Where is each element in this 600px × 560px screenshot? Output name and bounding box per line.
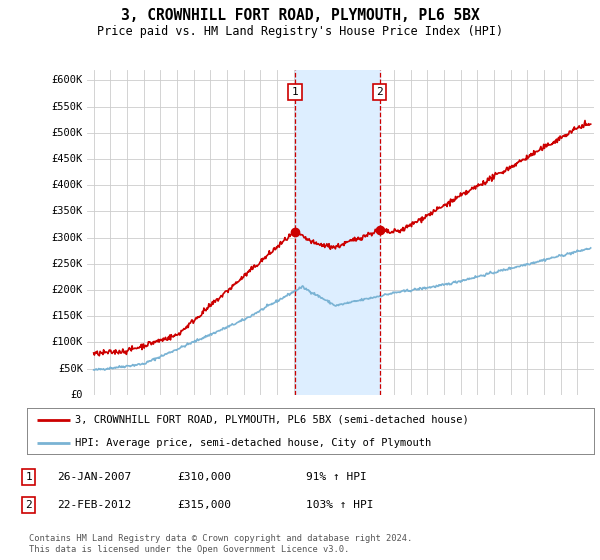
Text: £0: £0 [70,390,83,400]
Text: 2001: 2001 [185,413,194,434]
Text: Price paid vs. HM Land Registry's House Price Index (HPI): Price paid vs. HM Land Registry's House … [97,25,503,38]
Text: 2007: 2007 [285,413,294,434]
Text: 2019: 2019 [485,413,494,434]
Text: 2010: 2010 [335,413,344,434]
Text: £100K: £100K [52,338,83,347]
Text: 2014: 2014 [401,413,410,434]
Text: 2013: 2013 [385,413,394,434]
Text: £500K: £500K [52,128,83,138]
Text: 1: 1 [25,472,32,482]
Text: 1995: 1995 [85,413,94,434]
Text: 2015: 2015 [418,413,427,434]
Text: 22-FEB-2012: 22-FEB-2012 [57,500,131,510]
Text: 2022: 2022 [535,413,544,434]
Text: 2: 2 [25,500,32,510]
Text: £315,000: £315,000 [177,500,231,510]
Text: 91% ↑ HPI: 91% ↑ HPI [306,472,367,482]
Text: 2018: 2018 [468,413,477,434]
Text: £300K: £300K [52,232,83,242]
Bar [295,70,380,395]
Text: This data is licensed under the Open Government Licence v3.0.: This data is licensed under the Open Gov… [29,545,349,554]
Text: 2006: 2006 [268,413,277,434]
Text: 3, CROWNHILL FORT ROAD, PLYMOUTH, PL6 5BX (semi-detached house): 3, CROWNHILL FORT ROAD, PLYMOUTH, PL6 5B… [75,414,469,424]
Text: 2017: 2017 [452,413,461,434]
Text: £250K: £250K [52,259,83,269]
Text: £150K: £150K [52,311,83,321]
Text: 2012: 2012 [368,413,377,434]
Text: 2023: 2023 [551,413,560,434]
Text: 103% ↑ HPI: 103% ↑ HPI [306,500,373,510]
Text: £50K: £50K [58,363,83,374]
Text: £400K: £400K [52,180,83,190]
Text: 1998: 1998 [135,413,144,434]
Text: Contains HM Land Registry data © Crown copyright and database right 2024.: Contains HM Land Registry data © Crown c… [29,534,412,543]
Text: £450K: £450K [52,154,83,164]
Text: HPI: Average price, semi-detached house, City of Plymouth: HPI: Average price, semi-detached house,… [75,438,431,449]
Text: 2024: 2024 [568,413,577,434]
Text: 2020: 2020 [502,413,511,434]
Text: 2008: 2008 [301,413,310,434]
Text: 2011: 2011 [352,413,361,434]
Text: 2002: 2002 [202,413,211,434]
Text: 2004: 2004 [235,413,244,434]
Text: 1: 1 [292,87,298,97]
Text: 2003: 2003 [218,413,227,434]
Text: 3, CROWNHILL FORT ROAD, PLYMOUTH, PL6 5BX: 3, CROWNHILL FORT ROAD, PLYMOUTH, PL6 5B… [121,8,479,23]
Text: £200K: £200K [52,285,83,295]
Text: 2021: 2021 [518,413,527,434]
Text: 26-JAN-2007: 26-JAN-2007 [57,472,131,482]
Text: 2000: 2000 [168,413,177,434]
Text: 1996: 1996 [101,413,110,434]
Text: 2016: 2016 [435,413,444,434]
Text: £350K: £350K [52,207,83,217]
Text: 1999: 1999 [151,413,160,434]
Text: 1997: 1997 [118,413,127,434]
Text: £600K: £600K [52,76,83,86]
Text: £550K: £550K [52,102,83,111]
Text: 2: 2 [376,87,383,97]
Text: £310,000: £310,000 [177,472,231,482]
Text: 2005: 2005 [251,413,260,434]
Text: 2009: 2009 [318,413,327,434]
